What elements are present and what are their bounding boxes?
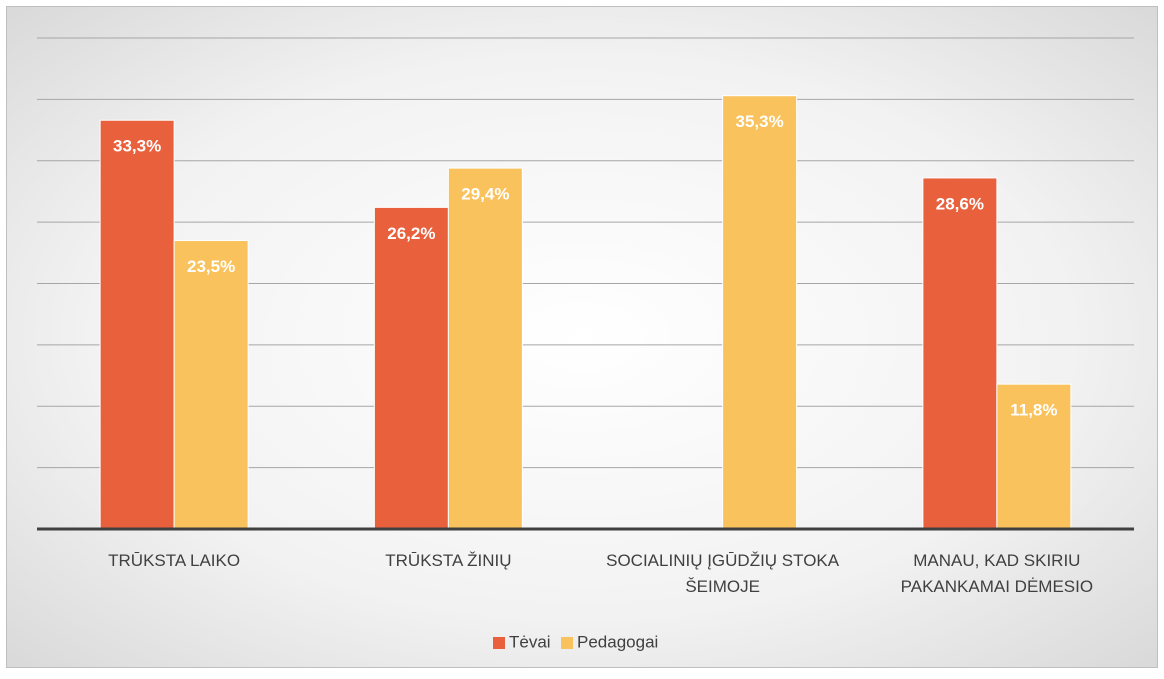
- data-label: 35,3%: [736, 112, 784, 131]
- bar: [996, 383, 1072, 530]
- bar: [173, 240, 249, 530]
- bar: [373, 206, 449, 530]
- bar: [722, 95, 798, 530]
- data-label: 29,4%: [461, 185, 509, 204]
- x-tick-label: MANAU, KAD SKIRIU PAKANKAMAI DĖMESIO: [900, 551, 1094, 596]
- data-label: 23,5%: [187, 257, 235, 276]
- bar: [447, 167, 523, 530]
- data-label: 11,8%: [1010, 401, 1057, 420]
- x-tick-label: TRŪKSTA ŽINIŲ: [385, 551, 512, 570]
- legend-label: Tėvai: [509, 632, 551, 651]
- bar: [99, 119, 175, 530]
- x-tick-label: SOCIALINIŲ ĮGŪDŽIŲ STOKA ŠEIMOJE: [606, 551, 840, 596]
- legend-swatch: [493, 637, 505, 649]
- data-label: 26,2%: [387, 224, 435, 243]
- bar: [922, 177, 998, 530]
- x-tick-label: TRŪKSTA LAIKO: [108, 551, 241, 570]
- legend-swatch: [561, 637, 573, 649]
- data-label: 33,3%: [113, 137, 161, 156]
- data-label: 28,6%: [936, 194, 984, 213]
- legend-label: Pedagogai: [577, 632, 658, 651]
